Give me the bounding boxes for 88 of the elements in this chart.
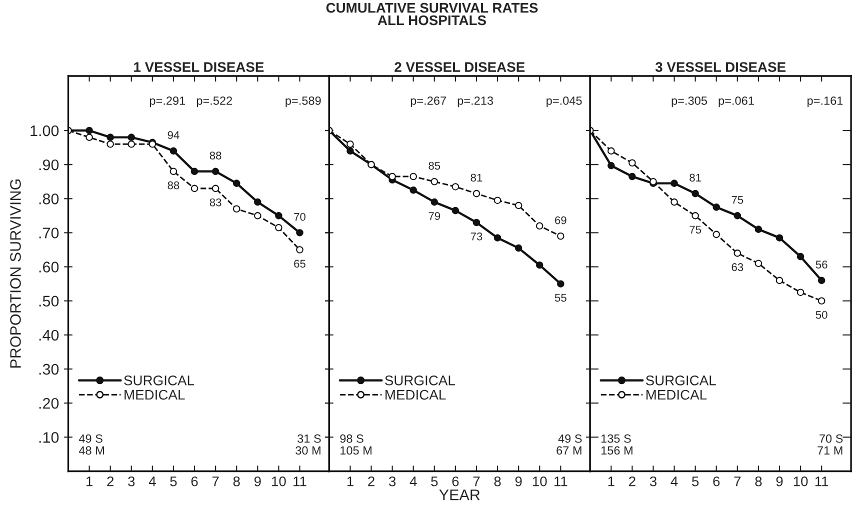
annotation: 70 xyxy=(294,212,306,221)
annotation: p=.522 xyxy=(196,96,232,108)
annotation: 70 S 71 M xyxy=(818,434,843,455)
x-tick-label: 11 xyxy=(554,476,568,486)
x-tick-label: 8 xyxy=(755,476,762,486)
y-tick-label: .90 xyxy=(39,159,59,170)
x-tick-label: 2 xyxy=(368,476,374,486)
x-tick-label: 6 xyxy=(713,476,720,486)
y-tick-label: .20 xyxy=(39,398,59,409)
x-tick-label: 7 xyxy=(473,476,480,486)
annotation: 79 xyxy=(428,212,440,220)
legend-label: MEDICAL xyxy=(124,390,185,400)
y-tick-label: .30 xyxy=(39,364,59,375)
annotation: p=.589 xyxy=(286,96,321,108)
legend-label: SURGICAL xyxy=(646,376,716,386)
y-axis-title: PROPORTION SURVIVING xyxy=(10,180,21,368)
annotation: 73 xyxy=(470,232,482,240)
annotation: 75 xyxy=(690,226,702,234)
annotation: 50 xyxy=(816,310,828,319)
chart-title: 1 VESSEL DISEASE xyxy=(134,62,264,72)
x-tick-label: 8 xyxy=(233,476,240,486)
x-tick-label: 10 xyxy=(272,476,286,486)
annotation: 31 S 30 M xyxy=(296,434,321,455)
annotation: 75 xyxy=(732,196,744,204)
x-tick-label: 6 xyxy=(452,476,459,486)
x-tick-label: 7 xyxy=(212,476,219,486)
annotation: 56 xyxy=(816,260,828,269)
y-tick-label: .40 xyxy=(39,330,59,341)
x-tick-label: 2 xyxy=(107,476,114,486)
y-tick-label: .80 xyxy=(39,194,59,204)
x-tick-label: 3 xyxy=(650,476,656,486)
annotation: 65 xyxy=(294,260,306,268)
x-tick-label: 10 xyxy=(532,476,547,486)
chart-title: 2 VESSEL DISEASE xyxy=(394,62,525,72)
x-tick-label: 4 xyxy=(410,476,417,486)
y-tick-label: .10 xyxy=(39,432,59,443)
x-tick-label: 9 xyxy=(776,476,783,486)
annotation: 69 xyxy=(555,216,566,224)
x-tick-label: 5 xyxy=(692,476,699,486)
legend-label: MEDICAL xyxy=(386,390,446,400)
annotation: 49 S 67 M xyxy=(556,434,582,455)
x-tick-label: 4 xyxy=(148,476,156,486)
annotation: 98 S 105 M xyxy=(340,434,372,455)
annotation: p=.267 xyxy=(410,96,446,108)
legend-label: MEDICAL xyxy=(646,390,707,400)
annotation: 49 S 48 M xyxy=(78,434,104,455)
x-tick-label: 6 xyxy=(191,476,198,486)
annotation: 63 xyxy=(732,263,744,272)
x-tick-label: 3 xyxy=(388,476,396,486)
x-tick-label: 5 xyxy=(431,476,438,486)
annotation: p=.305 xyxy=(672,96,707,108)
annotation: 135 S 156 M xyxy=(601,434,632,455)
x-tick-label: 9 xyxy=(254,476,261,486)
x-tick-label: 8 xyxy=(494,476,501,486)
x-tick-label: 1 xyxy=(86,476,92,486)
annotation: p=.291 xyxy=(150,96,186,108)
annotation: 55 xyxy=(554,294,566,302)
x-tick-label: 9 xyxy=(515,476,522,486)
x-tick-label: 4 xyxy=(670,476,678,486)
annotation: 88 xyxy=(210,152,222,160)
annotation: 85 xyxy=(428,162,440,170)
annotation: p=.045 xyxy=(546,96,582,108)
x-tick-label: 1 xyxy=(347,476,354,486)
annotation: 88 xyxy=(168,181,180,190)
y-tick-label: .70 xyxy=(39,228,59,238)
legend-label: SURGICAL xyxy=(385,376,455,386)
x-tick-label: 5 xyxy=(170,476,177,486)
annotation: p=.213 xyxy=(458,96,494,108)
x-axis-title: YEAR xyxy=(439,490,480,500)
x-tick-label: 2 xyxy=(629,476,636,486)
x-tick-label: 3 xyxy=(128,476,135,486)
annotation: 83 xyxy=(210,198,222,206)
annotation: 81 xyxy=(470,174,482,182)
annotation: p=.061 xyxy=(718,96,754,108)
y-tick-label: .50 xyxy=(39,296,59,307)
x-tick-label: 11 xyxy=(294,476,306,486)
x-tick-label: 7 xyxy=(734,476,741,486)
annotation: 94 xyxy=(168,131,180,140)
legend-label: SURGICAL xyxy=(124,376,194,386)
text: CUMULATIVE SURVIVAL RATES ALL HOSPITALS xyxy=(326,2,538,26)
annotation: 81 xyxy=(690,174,701,182)
x-tick-label: 1 xyxy=(608,476,614,486)
chart-title: 3 VESSEL DISEASE xyxy=(655,62,786,72)
x-tick-label: 10 xyxy=(794,476,808,486)
annotation: p=.161 xyxy=(808,96,843,108)
y-tick-label: 1.00 xyxy=(30,125,59,136)
y-tick-label: .60 xyxy=(39,262,59,272)
x-tick-label: 11 xyxy=(815,476,828,486)
